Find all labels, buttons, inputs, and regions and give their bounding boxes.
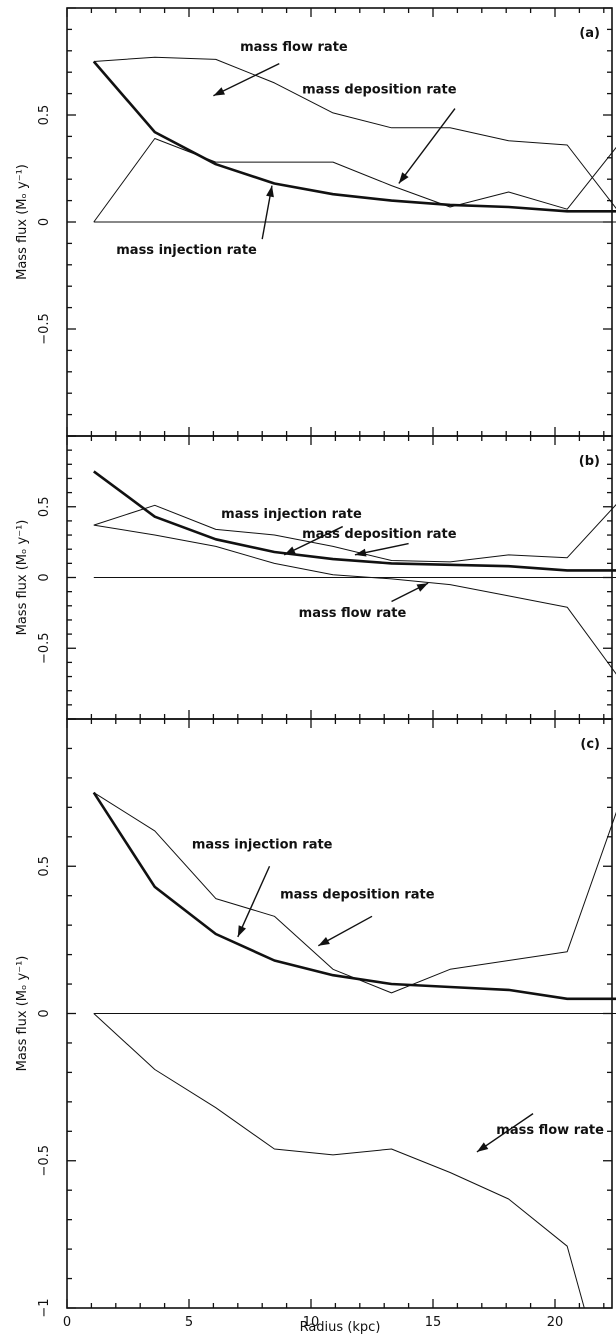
mass-flow-rate-line <box>93 524 616 675</box>
arrowhead <box>354 548 367 557</box>
y-tick-label: −1 <box>37 1298 52 1317</box>
y-tick-label: 0.5 <box>37 496 52 517</box>
y-tick-label: 0 <box>37 1009 52 1017</box>
x-tick-label: 5 <box>185 1315 193 1330</box>
mass-injection-rate-line <box>92 60 616 213</box>
mass-injection-rate-line <box>92 791 616 1001</box>
annotation-label: mass injection rate <box>192 838 333 853</box>
annotation-label: mass deposition rate <box>302 83 457 98</box>
mass-injection-rate-line <box>93 470 616 572</box>
x-tick-label: 10 <box>303 1315 320 1330</box>
y-tick-label: −0.5 <box>37 632 52 664</box>
y-tick-label: 0.5 <box>37 105 52 126</box>
annotation-label: mass deposition rate <box>302 527 457 542</box>
arrowhead <box>237 925 246 937</box>
annotation-label: mass deposition rate <box>280 888 435 903</box>
panel-label: (a) <box>579 26 600 41</box>
arrowhead <box>213 87 225 96</box>
y-axis-title: Mass flux (Mₒ y⁻¹) <box>15 520 30 636</box>
x-tick-label: 20 <box>547 1315 564 1330</box>
arrowhead <box>398 172 409 184</box>
arrowhead <box>416 583 429 592</box>
arrowhead <box>318 937 330 946</box>
y-tick-label: 0 <box>37 573 52 581</box>
y-tick-label: 0 <box>37 218 52 226</box>
annotation-arrow <box>213 63 280 97</box>
x-axis-title: Radius (kpc) <box>300 1320 381 1335</box>
annotation-label: mass injection rate <box>221 507 362 522</box>
arrowhead <box>284 546 296 555</box>
x-tick-label: 0 <box>63 1315 71 1330</box>
annotation-label: mass injection rate <box>116 243 257 258</box>
x-tick-label: 15 <box>425 1315 442 1330</box>
annotation-arrow <box>476 1113 534 1153</box>
mass-flow-rate-line <box>93 56 616 210</box>
mass-flow-rate-line <box>93 1013 585 1309</box>
annotation-arrow <box>237 865 271 938</box>
y-tick-label: 0.5 <box>37 856 52 877</box>
y-tick-label: −0.5 <box>37 1145 52 1177</box>
annotation-label: mass flow rate <box>496 1123 604 1138</box>
panel-label: (b) <box>579 454 600 469</box>
annotation-label: mass flow rate <box>299 606 407 621</box>
y-tick-label: −0.5 <box>37 313 52 345</box>
y-axis-title: Mass flux (Mₒ y⁻¹) <box>15 956 30 1072</box>
mass-deposition-rate-line <box>93 792 616 994</box>
mass-deposition-rate-line <box>93 138 616 223</box>
y-axis-title: Mass flux (Mₒ y⁻¹) <box>15 164 30 280</box>
arrowhead <box>476 1142 489 1152</box>
panel-label: (c) <box>580 737 600 752</box>
arrowhead <box>266 185 274 198</box>
annotation-arrow <box>398 108 456 184</box>
annotation-label: mass flow rate <box>240 40 348 55</box>
